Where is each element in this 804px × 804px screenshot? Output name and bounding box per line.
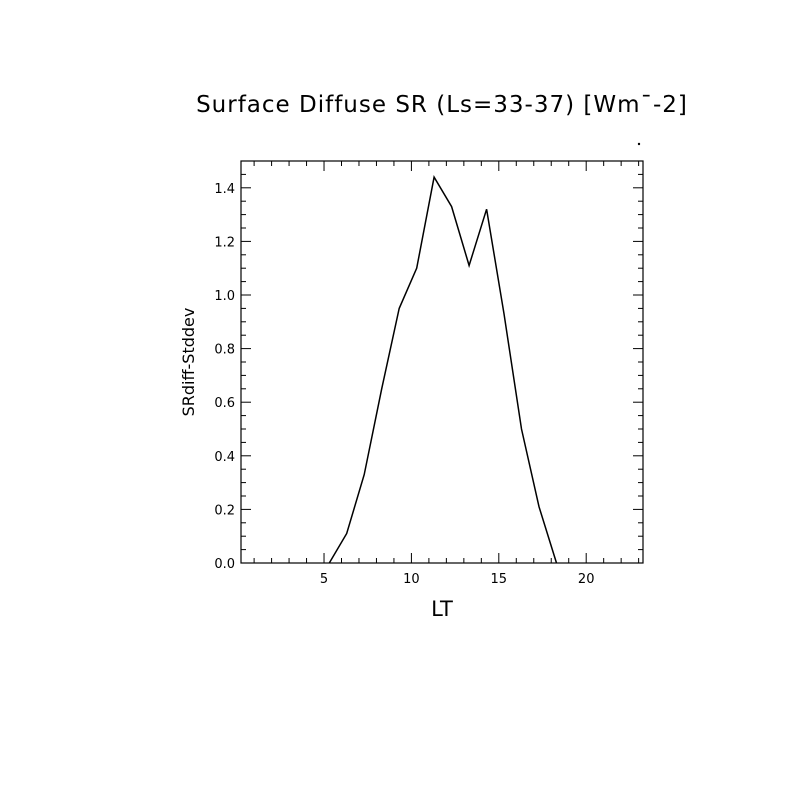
y-tick-label: 1.4 (214, 182, 235, 197)
y-tick-label: 1.2 (214, 235, 235, 250)
x-tick-label: 20 (578, 572, 595, 587)
corner-dot (637, 142, 641, 146)
y-tick-label: 0.2 (214, 503, 235, 518)
chart-title: Surface Diffuse SR (Ls=33-37) [Wm¯-2] (196, 92, 688, 118)
y-tick-label: 0.4 (214, 450, 235, 465)
y-tick-label: 1.0 (214, 289, 235, 304)
y-tick-label: 0.8 (214, 343, 235, 358)
x-tick-label: 15 (491, 572, 508, 587)
x-tick-label: 5 (320, 572, 328, 587)
y-tick-label: 0.0 (214, 557, 235, 572)
plot-frame (240, 160, 644, 564)
y-axis-title: SRdiff-Stddev (179, 308, 198, 417)
series-line (328, 175, 558, 564)
x-tick-label: 10 (403, 572, 420, 587)
axis-ticks (241, 161, 643, 564)
x-axis-title: LT (431, 597, 453, 621)
axis-tick-labels: 5 10 15 20 0.0 0.2 0.4 0.6 0.8 1.0 1.2 1.4 (214, 182, 594, 587)
y-tick-label: 0.6 (214, 396, 235, 411)
